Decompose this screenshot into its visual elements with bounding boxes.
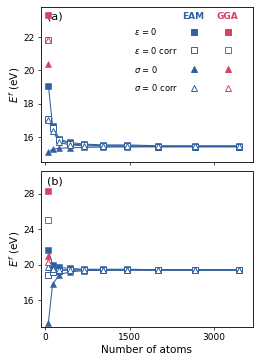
Text: GGA: GGA [217, 12, 238, 21]
Y-axis label: $E^f$ (eV): $E^f$ (eV) [7, 231, 22, 267]
Text: (b): (b) [47, 176, 63, 186]
Text: $\sigma$ = 0 corr: $\sigma$ = 0 corr [134, 82, 179, 93]
X-axis label: Number of atoms: Number of atoms [101, 345, 192, 355]
Text: $\varepsilon$ = 0 corr: $\varepsilon$ = 0 corr [134, 45, 178, 56]
Text: (a): (a) [47, 12, 63, 22]
Y-axis label: $E^f$ (eV): $E^f$ (eV) [7, 67, 22, 103]
Text: $\varepsilon$ = 0: $\varepsilon$ = 0 [134, 26, 158, 37]
Text: $\sigma$ = 0: $\sigma$ = 0 [134, 64, 159, 75]
Text: EAM: EAM [183, 12, 205, 21]
